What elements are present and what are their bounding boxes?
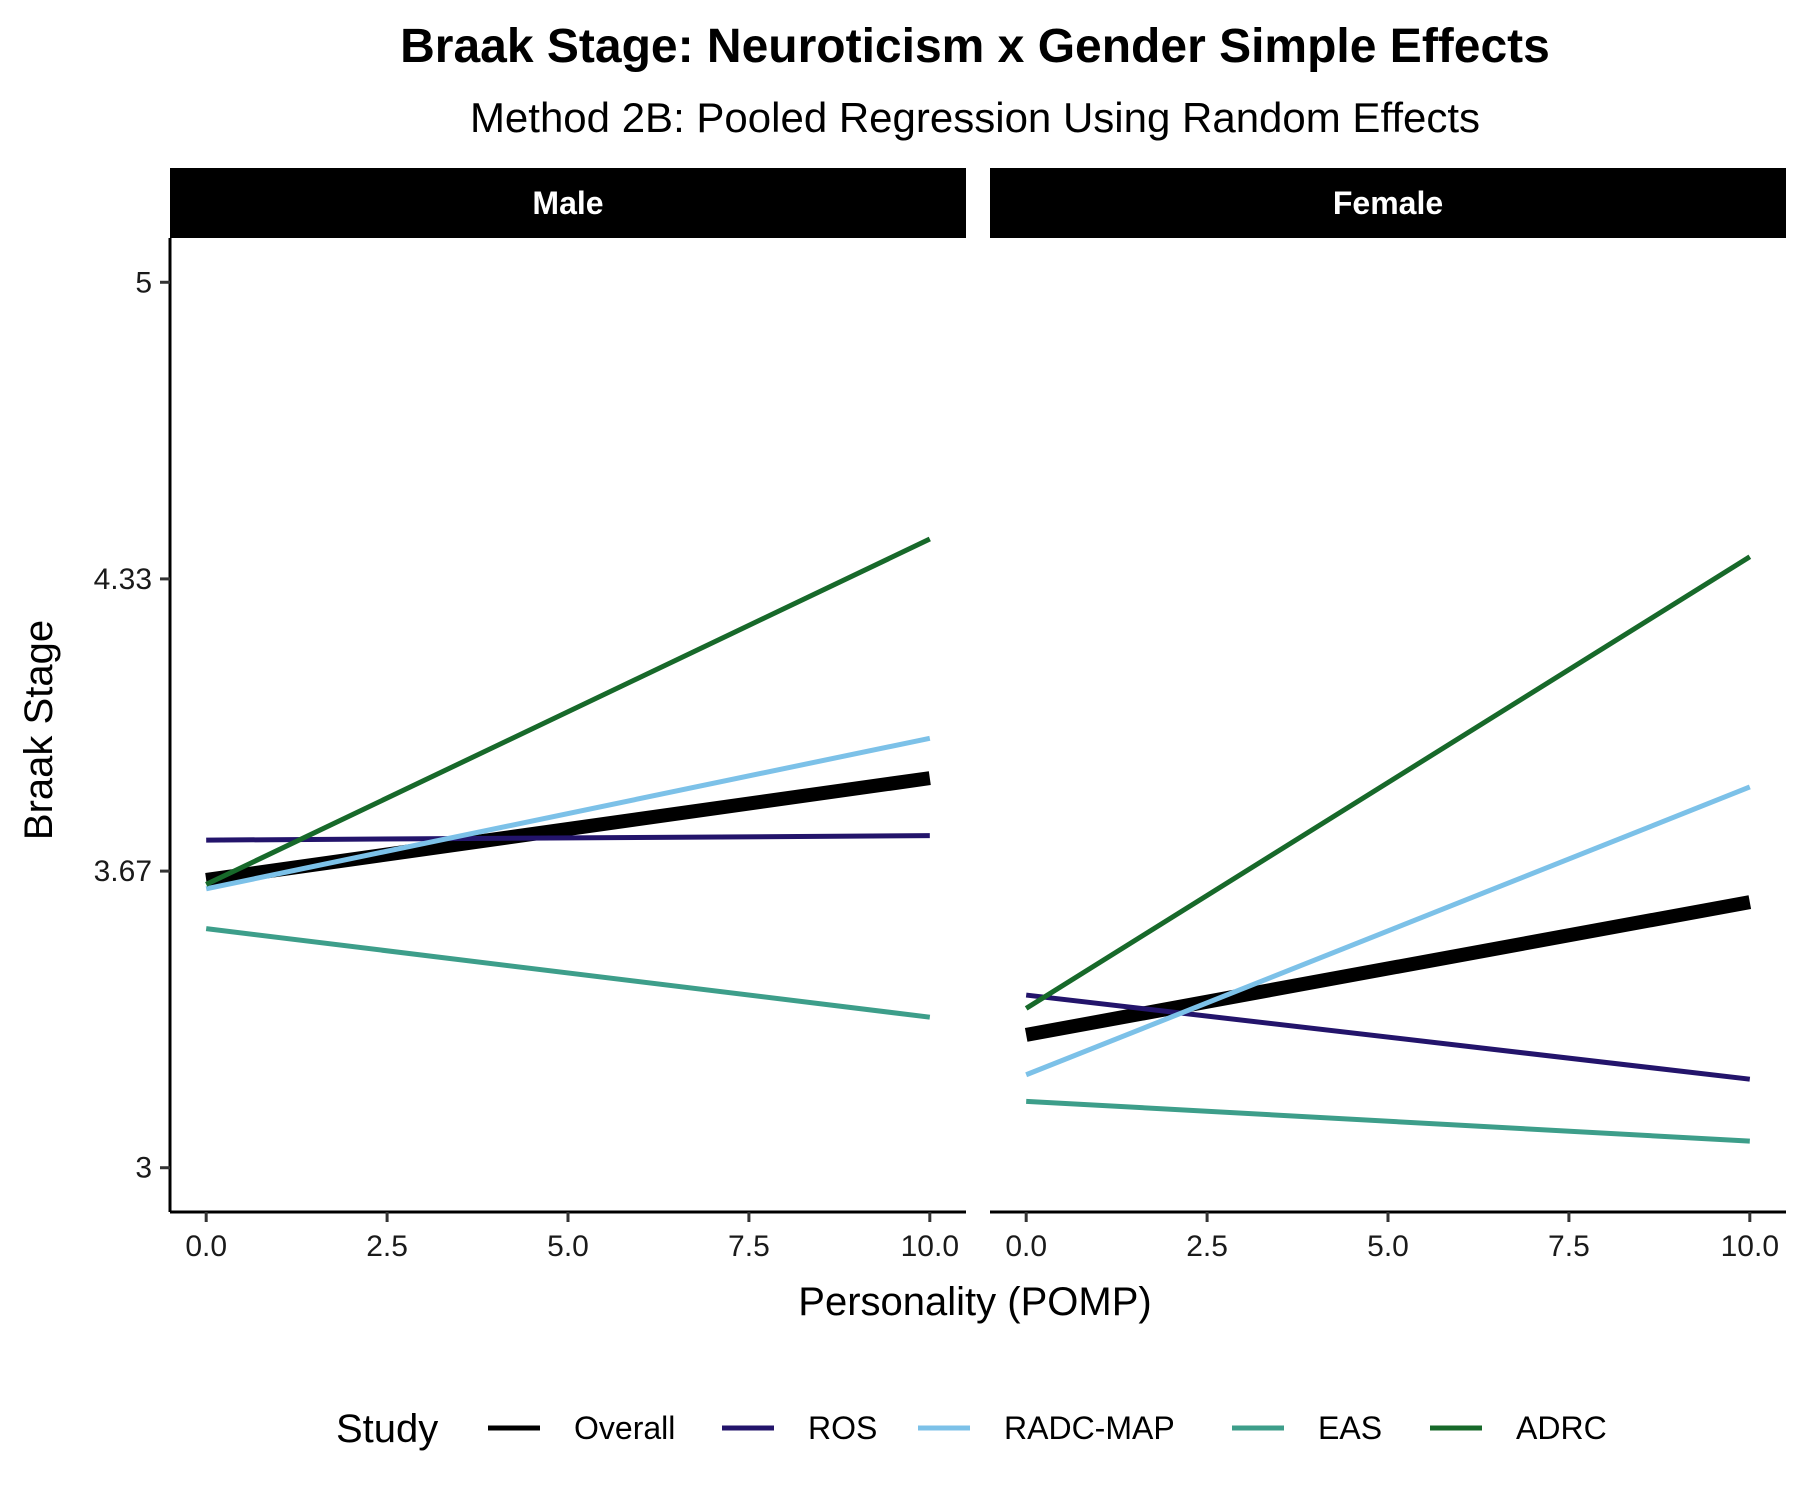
- x-tick-label: 10.0: [1721, 1230, 1779, 1263]
- y-axis-title: Braak Stage: [17, 620, 61, 840]
- x-tick-label: 2.5: [366, 1230, 408, 1263]
- series-line-overall: [1024, 895, 1752, 1042]
- facet-strip-label: Male: [532, 185, 603, 221]
- facet-panels: Male 0.0 2.5 5.0 7.5 10.0 Female 0.0 2.5 5.0 7.5 10…: [170, 168, 1786, 1263]
- series-line-eas: [205, 926, 931, 1020]
- facet-strip: [170, 168, 966, 238]
- chart-subtitle: Method 2B: Pooled Regression Using Rando…: [470, 94, 1480, 141]
- series-line-radc-map: [205, 735, 931, 892]
- legend-title: Study: [336, 1407, 438, 1451]
- legend-items: Overall ROS RADC-MAP EAS ADRC: [488, 1410, 1607, 1446]
- series-line-ros: [206, 833, 930, 843]
- x-axis-title: Personality (POMP): [798, 1280, 1151, 1324]
- x-tick-label: 2.5: [1186, 1230, 1228, 1263]
- legend-item: RADC-MAP: [918, 1410, 1175, 1446]
- legend-label: ADRC: [1516, 1410, 1607, 1446]
- legend-label: EAS: [1318, 1410, 1382, 1446]
- legend-item: ROS: [722, 1410, 877, 1446]
- y-tick-label: 4.33: [94, 563, 152, 596]
- chart-title: Braak Stage: Neuroticism x Gender Simple…: [400, 20, 1550, 73]
- series-line-adrc: [1024, 554, 1752, 1011]
- legend-label: Overall: [574, 1410, 675, 1446]
- legend-item: EAS: [1232, 1410, 1382, 1446]
- facet-strip-label: Female: [1333, 185, 1443, 221]
- series-line-eas: [1026, 1098, 1750, 1144]
- x-tick-label: 7.5: [1548, 1230, 1590, 1263]
- legend-item: ADRC: [1430, 1410, 1607, 1446]
- x-tick-label: 0.0: [185, 1230, 227, 1263]
- legend-item: Overall: [488, 1410, 675, 1446]
- legend: Study Overall ROS RADC-MAP EAS ADRC: [336, 1407, 1607, 1451]
- x-tick-label: 7.5: [728, 1230, 770, 1263]
- y-axis: 3 3.67 4.33 5: [94, 238, 172, 1212]
- x-tick-label: 0.0: [1005, 1230, 1047, 1263]
- y-tick-label: 5: [135, 266, 152, 299]
- legend-label: ROS: [808, 1410, 877, 1446]
- series-line-ros: [1025, 992, 1751, 1082]
- panel-female: Female 0.0 2.5 5.0 7.5 10.0: [990, 168, 1786, 1263]
- series-line-radc-map: [1025, 784, 1751, 1078]
- panel-male: Male 0.0 2.5 5.0 7.5 10.0: [170, 168, 966, 1263]
- y-tick-label: 3: [135, 1152, 152, 1185]
- series-line-adrc: [205, 536, 931, 887]
- x-tick-label: 5.0: [547, 1230, 589, 1263]
- x-tick-label: 5.0: [1367, 1230, 1409, 1263]
- x-tick-label: 10.0: [901, 1230, 959, 1263]
- facet-strip: [990, 168, 1786, 238]
- y-tick-label: 3.67: [94, 855, 152, 888]
- legend-label: RADC-MAP: [1004, 1410, 1175, 1446]
